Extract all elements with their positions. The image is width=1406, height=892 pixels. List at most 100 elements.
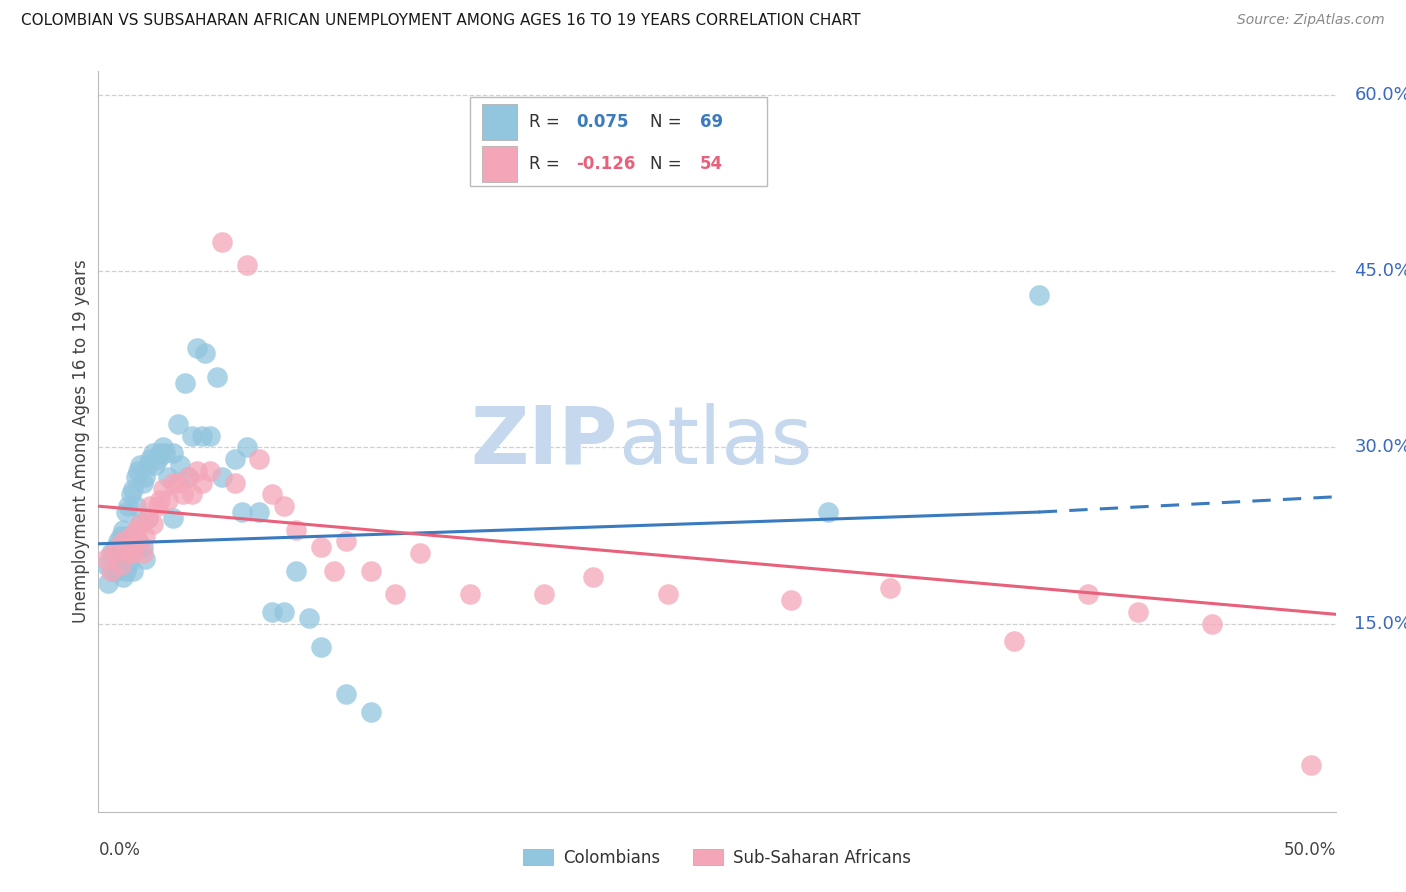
Point <box>104 564 127 578</box>
Point <box>335 687 357 701</box>
Point <box>142 516 165 531</box>
Text: 69: 69 <box>700 113 723 131</box>
Point <box>172 487 194 501</box>
Point <box>139 452 162 467</box>
Point <box>1126 605 1149 619</box>
Text: R =: R = <box>529 113 565 131</box>
Point <box>186 341 208 355</box>
Point <box>110 558 132 572</box>
Point <box>205 370 228 384</box>
Point <box>139 499 162 513</box>
Point <box>122 546 145 560</box>
Point <box>143 458 166 472</box>
Text: 30.0%: 30.0% <box>1354 438 1406 457</box>
Point <box>146 499 169 513</box>
Point <box>107 541 129 555</box>
Point <box>285 564 308 578</box>
Point <box>149 493 172 508</box>
Point <box>191 428 214 442</box>
Point <box>124 523 146 537</box>
Point <box>129 516 152 531</box>
Point <box>198 428 221 442</box>
Point <box>136 511 159 525</box>
Point <box>142 446 165 460</box>
Point <box>103 564 125 578</box>
Point <box>112 570 135 584</box>
Point <box>94 552 117 566</box>
Text: 54: 54 <box>700 155 723 173</box>
Point <box>657 587 679 601</box>
Point <box>114 564 136 578</box>
Text: R =: R = <box>529 155 565 173</box>
Point <box>127 534 149 549</box>
Point <box>120 528 142 542</box>
Point <box>132 541 155 555</box>
Text: 60.0%: 60.0% <box>1354 86 1406 103</box>
Point <box>100 564 122 578</box>
Point <box>129 458 152 472</box>
Point <box>120 546 142 560</box>
Point <box>112 546 135 560</box>
Point <box>162 511 184 525</box>
Point <box>236 258 259 272</box>
Text: N =: N = <box>650 155 688 173</box>
Point <box>110 528 132 542</box>
Point <box>152 482 174 496</box>
Point <box>162 475 184 490</box>
Text: 50.0%: 50.0% <box>1284 841 1336 859</box>
Point <box>94 558 117 572</box>
Point <box>247 452 270 467</box>
Point <box>211 470 233 484</box>
Point <box>156 470 179 484</box>
Point <box>322 564 344 578</box>
Text: ZIP: ZIP <box>471 402 619 481</box>
Point <box>114 505 136 519</box>
Point <box>224 475 246 490</box>
Point <box>309 640 332 655</box>
Point <box>117 558 139 572</box>
Point <box>582 570 605 584</box>
Point <box>273 499 295 513</box>
Point <box>134 552 156 566</box>
Point <box>879 582 901 596</box>
Point <box>260 487 283 501</box>
Point <box>176 470 198 484</box>
Point <box>1201 616 1223 631</box>
Point <box>152 441 174 455</box>
Point <box>136 511 159 525</box>
Point <box>110 552 132 566</box>
Point <box>97 575 120 590</box>
Text: 45.0%: 45.0% <box>1354 262 1406 280</box>
Text: N =: N = <box>650 113 688 131</box>
Legend: Colombians, Sub-Saharan Africans: Colombians, Sub-Saharan Africans <box>516 842 918 874</box>
Point <box>155 446 177 460</box>
Point <box>166 417 188 431</box>
Point <box>1028 287 1050 301</box>
Point <box>136 458 159 472</box>
FancyBboxPatch shape <box>470 97 766 186</box>
Point <box>247 505 270 519</box>
Point <box>114 541 136 555</box>
Point <box>198 464 221 478</box>
Point <box>169 458 191 472</box>
Point <box>132 475 155 490</box>
Point <box>117 546 139 560</box>
Point <box>176 470 198 484</box>
Point <box>124 541 146 555</box>
Point <box>132 546 155 560</box>
Point <box>260 605 283 619</box>
Point <box>817 505 839 519</box>
Text: 15.0%: 15.0% <box>1354 615 1406 632</box>
Point <box>458 587 481 601</box>
Point <box>107 558 129 572</box>
Point <box>181 428 204 442</box>
Text: atlas: atlas <box>619 402 813 481</box>
Point <box>285 523 308 537</box>
Point <box>1299 757 1322 772</box>
Point <box>134 470 156 484</box>
Point <box>107 534 129 549</box>
Point <box>231 505 253 519</box>
Point <box>181 487 204 501</box>
Point <box>191 475 214 490</box>
Point <box>124 470 146 484</box>
